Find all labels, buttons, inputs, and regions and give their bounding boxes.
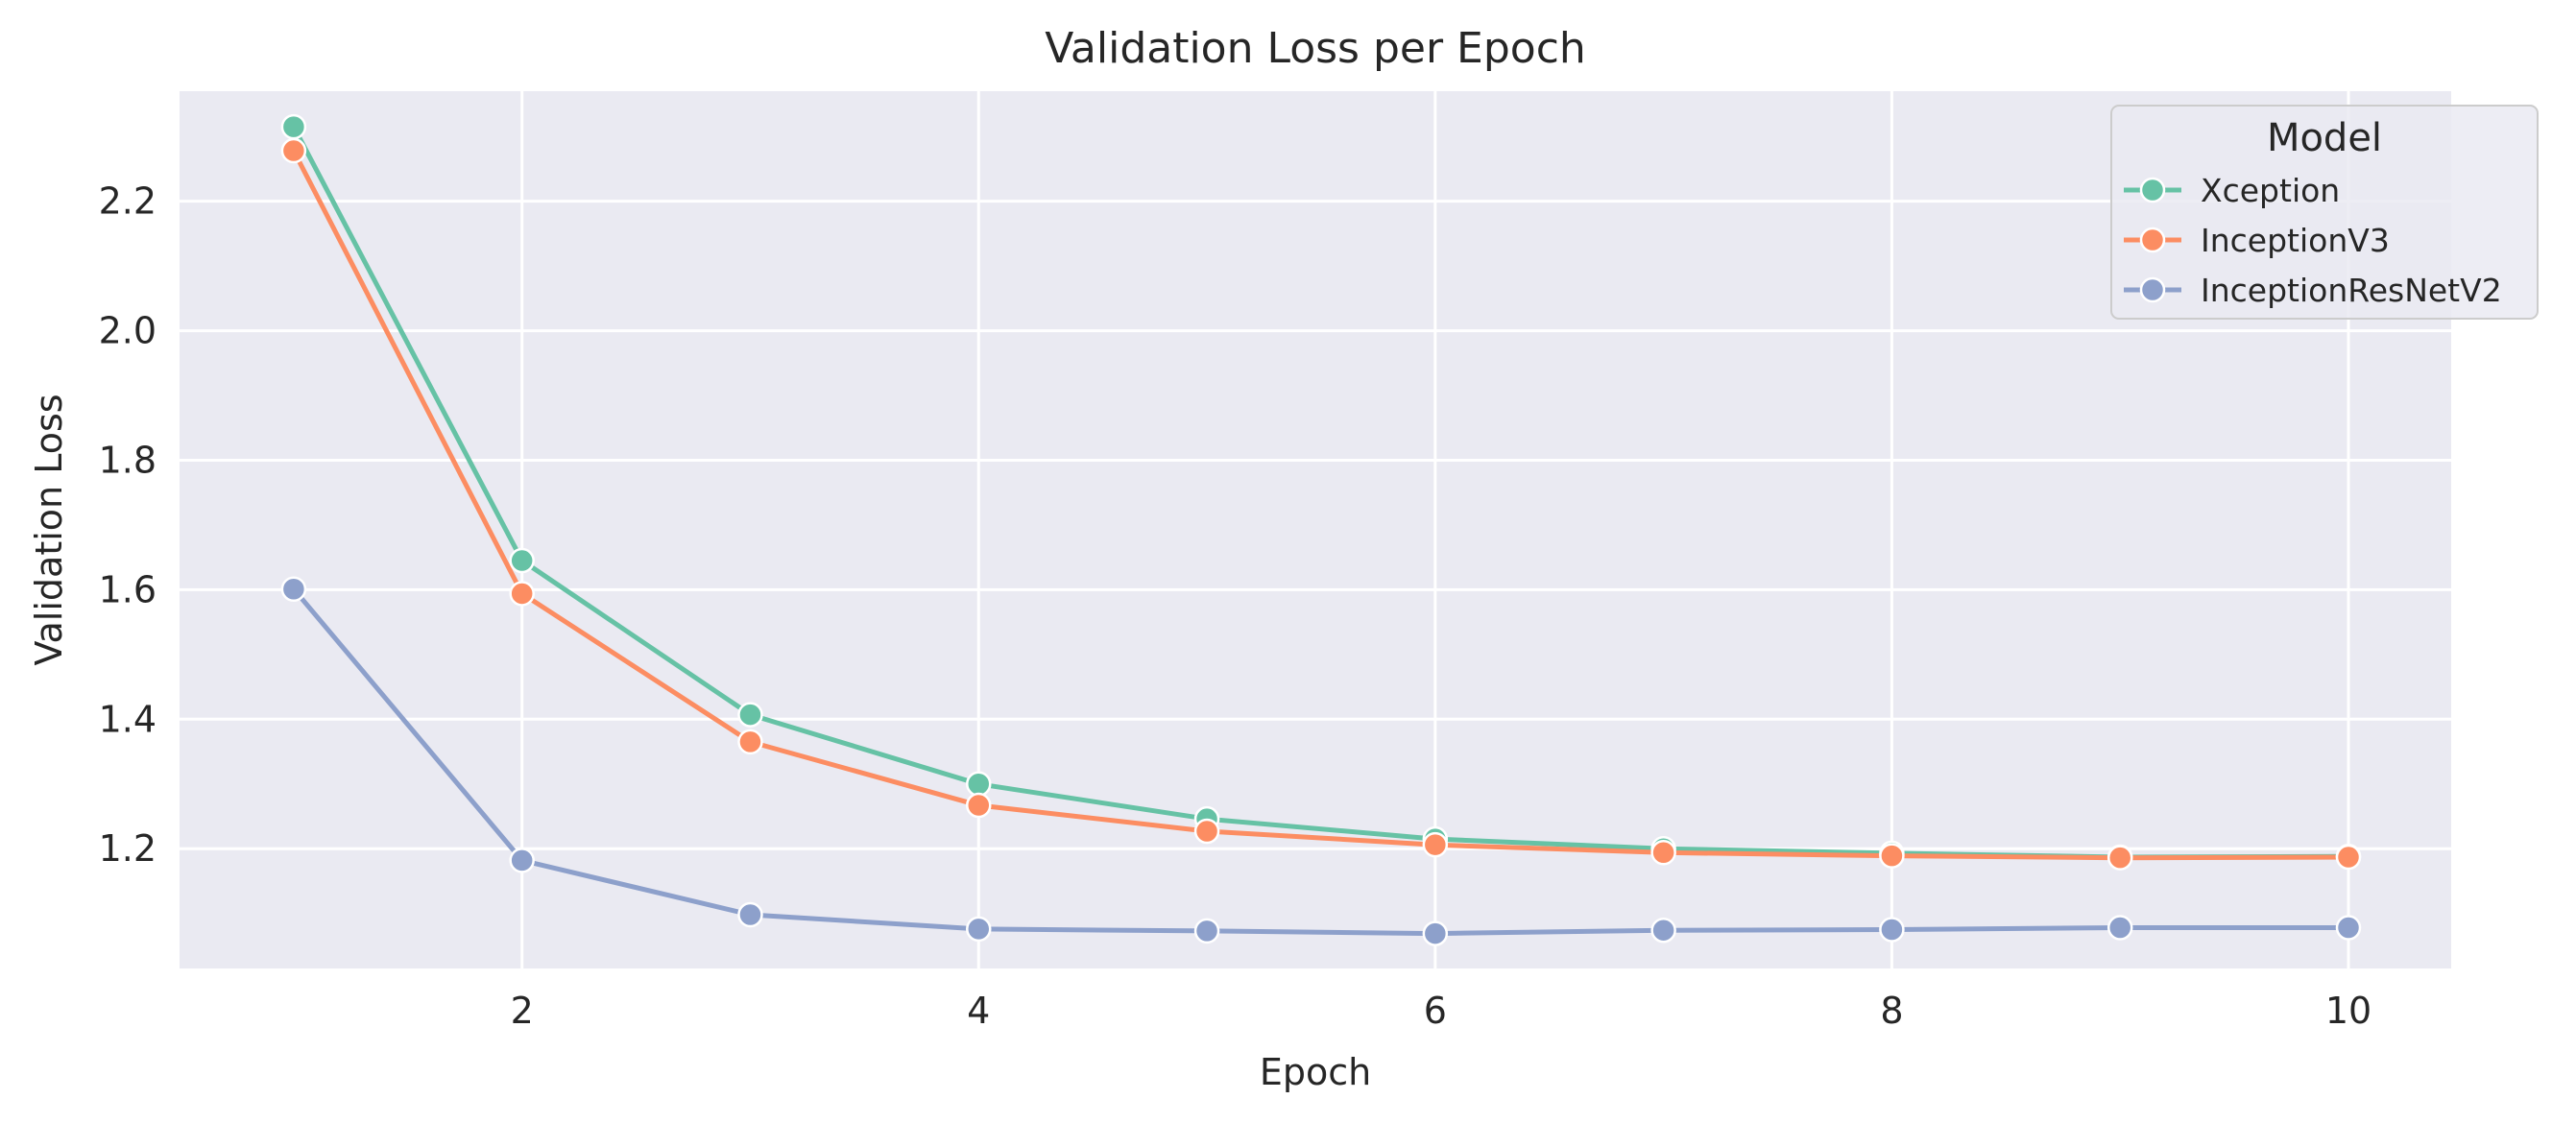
data-point-inceptionv3 bbox=[737, 729, 763, 755]
data-point-inceptionv3 bbox=[1193, 818, 1220, 845]
legend-label: InceptionV3 bbox=[2201, 222, 2390, 259]
chart-title: Validation Loss per Epoch bbox=[1045, 24, 1586, 73]
series-group bbox=[280, 113, 2362, 946]
data-point-inceptionv3 bbox=[1650, 840, 1676, 866]
data-point-xception bbox=[737, 702, 763, 728]
data-point-inceptionresnetv2 bbox=[1650, 917, 1676, 944]
grid bbox=[180, 91, 2451, 968]
series-line-inceptionv3 bbox=[291, 148, 2351, 861]
legend-entry-inceptionresnetv2: InceptionResNetV2 bbox=[2124, 272, 2502, 309]
series-inceptionresnetv2 bbox=[291, 586, 2351, 937]
legend-label: Xception bbox=[2201, 172, 2340, 209]
data-point-inceptionv3 bbox=[1879, 843, 1905, 869]
data-point-inceptionresnetv2 bbox=[1422, 920, 1449, 946]
legend-swatch-marker bbox=[2139, 276, 2166, 303]
legend-title: Model bbox=[2267, 116, 2382, 160]
data-point-inceptionv3 bbox=[2335, 844, 2362, 871]
y-tick-label: 2.2 bbox=[99, 180, 156, 223]
data-point-inceptionresnetv2 bbox=[509, 848, 535, 873]
series-line-inceptionresnetv2 bbox=[291, 586, 2351, 937]
y-tick-label: 1.8 bbox=[99, 439, 156, 481]
legend-label: InceptionResNetV2 bbox=[2201, 272, 2502, 309]
x-axis-label: Epoch bbox=[1260, 1051, 1371, 1093]
x-tick-label: 8 bbox=[1880, 990, 1903, 1032]
y-axis-ticks: 1.2 1.4 1.6 1.8 2.0 2.2 bbox=[99, 180, 156, 871]
legend-entry-inceptionv3: InceptionV3 bbox=[2124, 222, 2390, 259]
series-inceptionv3 bbox=[291, 148, 2351, 861]
markers-inceptionv3 bbox=[280, 137, 2362, 871]
data-point-inceptionv3 bbox=[1422, 831, 1449, 858]
legend-swatch-marker bbox=[2139, 177, 2166, 203]
x-axis-ticks: 2 4 6 8 10 bbox=[511, 990, 2372, 1032]
data-point-inceptionv3 bbox=[509, 581, 535, 607]
data-point-inceptionresnetv2 bbox=[2335, 915, 2362, 941]
data-point-xception bbox=[280, 113, 307, 140]
data-point-inceptionv3 bbox=[966, 792, 992, 819]
data-point-inceptionresnetv2 bbox=[2107, 915, 2133, 941]
legend-box bbox=[2110, 105, 2539, 320]
y-tick-label: 1.2 bbox=[99, 827, 156, 870]
data-point-xception bbox=[509, 547, 535, 574]
x-tick-label: 4 bbox=[967, 990, 990, 1032]
data-point-inceptionresnetv2 bbox=[1193, 918, 1220, 944]
legend: Model Xception InceptionV3 InceptionResNet… bbox=[2110, 105, 2539, 320]
legend-entries: Xception InceptionV3 InceptionResNetV2 bbox=[2124, 172, 2502, 309]
data-point-xception bbox=[966, 771, 992, 798]
legend-swatch-marker bbox=[2139, 227, 2166, 253]
markers-inceptionresnetv2 bbox=[280, 576, 2362, 946]
plot-area bbox=[180, 91, 2451, 968]
data-point-inceptionv3 bbox=[2107, 845, 2133, 871]
y-axis-label: Validation Loss bbox=[28, 394, 70, 665]
y-tick-label: 1.6 bbox=[99, 568, 156, 610]
x-tick-label: 10 bbox=[2325, 990, 2371, 1032]
data-point-inceptionv3 bbox=[280, 137, 307, 164]
data-point-inceptionresnetv2 bbox=[966, 916, 992, 943]
y-tick-label: 2.0 bbox=[99, 310, 156, 352]
x-tick-label: 2 bbox=[511, 990, 534, 1032]
data-point-inceptionresnetv2 bbox=[280, 576, 307, 602]
data-point-inceptionresnetv2 bbox=[1879, 917, 1905, 943]
data-point-inceptionresnetv2 bbox=[737, 901, 763, 928]
legend-entry-xception: Xception bbox=[2124, 172, 2340, 209]
y-tick-label: 1.4 bbox=[99, 698, 156, 740]
x-tick-label: 6 bbox=[1424, 990, 1447, 1032]
